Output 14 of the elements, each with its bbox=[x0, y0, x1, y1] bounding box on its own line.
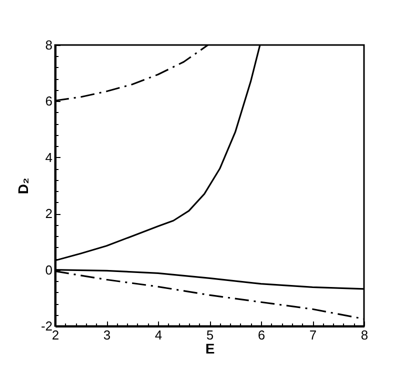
x-tick-label: 4 bbox=[154, 328, 162, 342]
y-tick-label: 2 bbox=[45, 206, 52, 222]
y-tick-label: 4 bbox=[45, 150, 52, 165]
x-tick-label: 5 bbox=[206, 328, 214, 342]
x-tick-label: 3 bbox=[103, 328, 111, 342]
y-tick-label: 6 bbox=[45, 94, 52, 109]
y-tick-label: 8 bbox=[45, 38, 52, 52]
y-axis-title: D₂ bbox=[14, 178, 31, 194]
x-axis-title: E bbox=[205, 340, 215, 356]
x-tick-label: 6 bbox=[258, 328, 266, 342]
y-tick-label: 0 bbox=[45, 262, 52, 278]
x-tick-label: 7 bbox=[309, 328, 317, 342]
y-tick-label: -2 bbox=[40, 318, 52, 334]
x-tick-label: 8 bbox=[360, 328, 368, 342]
